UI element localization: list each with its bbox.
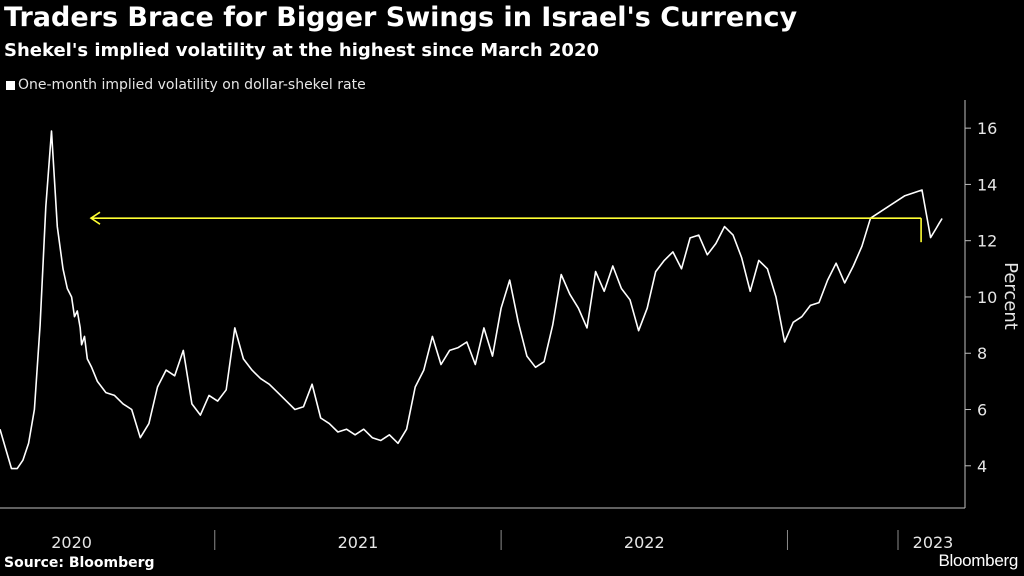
bloomberg-logo: Bloomberg — [938, 551, 1018, 570]
y-tick-label: 8 — [977, 344, 987, 363]
series-line — [0, 130, 943, 470]
y-tick-label: 10 — [977, 288, 997, 307]
legend-swatch — [6, 80, 15, 90]
arrow-head — [89, 211, 101, 225]
x-tick-label: 2020 — [51, 533, 92, 552]
y-tick-label: 14 — [977, 175, 997, 194]
y-tick-label: 12 — [977, 232, 997, 251]
x-tick-label: 2021 — [338, 533, 379, 552]
legend-label: One-month implied volatility on dollar-s… — [18, 77, 366, 93]
x-tick-label: 2023 — [913, 533, 954, 552]
y-tick-label: 4 — [977, 457, 987, 476]
y-tick-label: 16 — [977, 119, 997, 138]
y-axis-label: Percent — [1000, 262, 1021, 330]
legend: One-month implied volatility on dollar-s… — [6, 77, 366, 93]
chart-subtitle: Shekel's implied volatility at the highe… — [4, 40, 600, 61]
x-tick-label: 2022 — [624, 533, 665, 552]
source-note: Source: Bloomberg — [4, 555, 155, 571]
chart-title: Traders Brace for Bigger Swings in Israe… — [4, 2, 798, 33]
y-tick-label: 6 — [977, 401, 987, 420]
